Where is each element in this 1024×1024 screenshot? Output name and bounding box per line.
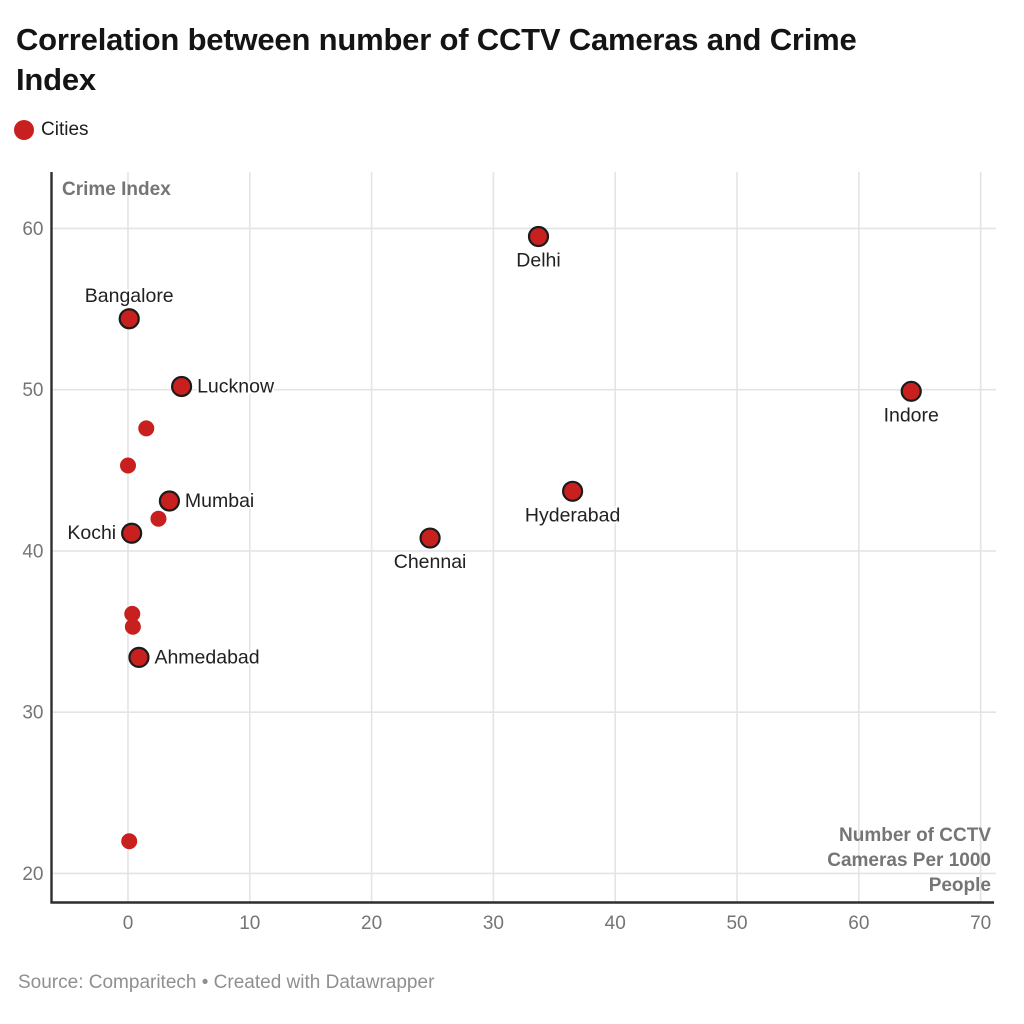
data-point-indore[interactable]	[900, 380, 922, 402]
x-axis-title: Number of CCTV	[839, 825, 991, 846]
legend-item-cities: Cities	[41, 119, 89, 140]
data-point-bangalore[interactable]	[118, 308, 140, 330]
point-label-kochi: Kochi	[67, 522, 116, 544]
y-axis-title: Crime Index	[62, 179, 171, 200]
x-tick-label: 70	[970, 913, 991, 934]
x-axis-title: Cameras Per 1000	[827, 850, 991, 871]
x-tick-label: 60	[848, 913, 869, 934]
x-tick-label: 10	[239, 913, 260, 934]
y-tick-label: 30	[22, 703, 43, 724]
point-label-delhi: Delhi	[516, 250, 560, 272]
data-point-kochi[interactable]	[121, 522, 143, 544]
x-tick-label: 20	[361, 913, 382, 934]
y-tick-label: 20	[22, 864, 43, 885]
point-label-chennai: Chennai	[394, 551, 467, 573]
data-point-ahmedabad[interactable]	[128, 646, 150, 668]
source-attribution: Source: Comparitech • Created with Dataw…	[18, 972, 435, 993]
legend: Cities	[14, 119, 89, 141]
x-tick-label: 50	[726, 913, 747, 934]
data-point-delhi[interactable]	[527, 225, 550, 248]
data-point-lucknow[interactable]	[170, 375, 193, 398]
x-tick-label: 30	[483, 913, 504, 934]
y-tick-label: 50	[22, 380, 43, 401]
x-tick-label: 40	[605, 913, 626, 934]
data-point-hyderabad[interactable]	[561, 480, 584, 502]
data-point[interactable]	[119, 457, 136, 474]
chart-title: Correlation between number of CCTV Camer…	[16, 22, 857, 97]
data-point[interactable]	[124, 605, 141, 622]
y-tick-label: 40	[22, 541, 43, 562]
x-tick-label: 0	[123, 913, 134, 934]
point-label-indore: Indore	[884, 404, 939, 426]
data-point[interactable]	[121, 833, 138, 850]
point-label-ahmedabad: Ahmedabad	[154, 646, 259, 668]
data-point-mumbai[interactable]	[158, 490, 181, 512]
point-label-lucknow: Lucknow	[197, 375, 275, 397]
data-point-chennai[interactable]	[419, 527, 441, 549]
point-label-mumbai: Mumbai	[185, 490, 254, 512]
point-label-hyderabad: Hyderabad	[525, 504, 620, 526]
data-point[interactable]	[138, 420, 155, 437]
data-point[interactable]	[124, 618, 141, 635]
data-point[interactable]	[150, 510, 167, 527]
point-label-bangalore: Bangalore	[85, 285, 174, 307]
y-tick-label: 60	[22, 219, 43, 240]
legend-dot-icon	[14, 120, 34, 140]
x-axis-title: People	[929, 875, 991, 896]
